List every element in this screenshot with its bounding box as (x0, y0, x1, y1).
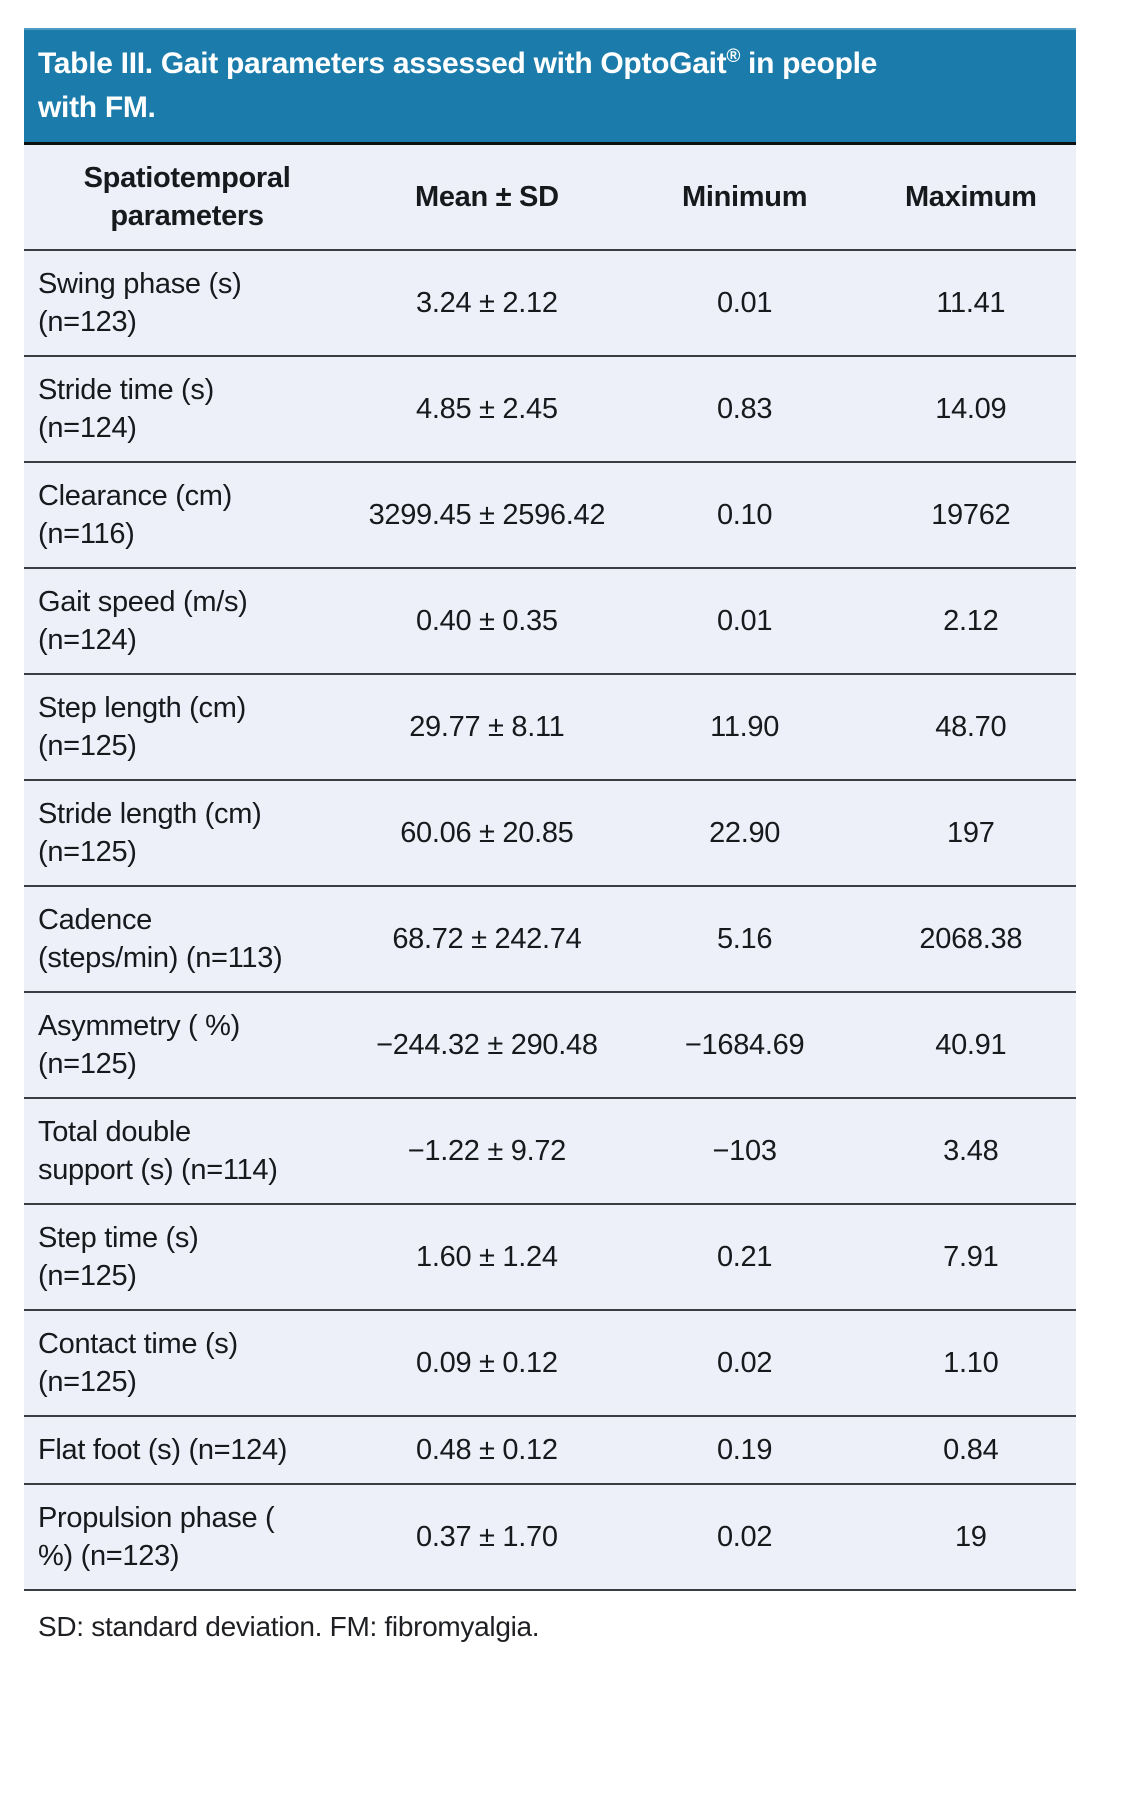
parameter-cell: Contact time (s) (n=125) (24, 1310, 351, 1417)
parameter-cell: Gait speed (m/s) (n=124) (24, 568, 351, 675)
mean-sd-cell: 0.09 ± 0.12 (350, 1310, 624, 1417)
mean-sd-cell: −1.22 ± 9.72 (350, 1098, 624, 1205)
minimum-cell: 0.01 (623, 250, 866, 357)
maximum-cell: 2.12 (865, 568, 1076, 675)
mean-sd-cell: −244.32 ± 290.48 (350, 992, 624, 1099)
table-row: Gait speed (m/s) (n=124) 0.40 ± 0.35 0.01 2… (24, 568, 1076, 675)
parameter-cell: Stride length (cm) (n=125) (24, 780, 351, 887)
table-row: Asymmetry ( %) (n=125) −244.32 ± 290.48 −1… (24, 992, 1076, 1099)
minimum-cell: −103 (623, 1098, 866, 1205)
mean-sd-cell: 0.37 ± 1.70 (350, 1484, 624, 1591)
minimum-cell: 0.02 (623, 1484, 866, 1591)
minimum-cell: 0.01 (623, 568, 866, 675)
mean-sd-cell: 0.40 ± 0.35 (350, 568, 624, 675)
table-title-bar: Table III. Gait parameters assessed with… (24, 28, 1076, 145)
minimum-cell: 0.10 (623, 462, 866, 569)
parameter-cell: Propulsion phase ( %) (n=123) (24, 1484, 351, 1591)
table-row: Step length (cm) (n=125) 29.77 ± 8.11 11.9… (24, 674, 1076, 781)
table-title-suffix: in people with FM. (38, 47, 878, 124)
mean-sd-cell: 1.60 ± 1.24 (350, 1204, 624, 1311)
minimum-cell: −1684.69 (623, 992, 866, 1099)
gait-parameters-table: Spatiotemporal parameters Mean ± SD Mini… (24, 145, 1076, 1591)
table-footnote: SD: standard deviation. FM: fibromyalgia… (38, 1611, 540, 1642)
maximum-cell: 1.10 (865, 1310, 1076, 1417)
maximum-cell: 3.48 (865, 1098, 1076, 1205)
parameter-cell: Swing phase (s) (n=123) (24, 250, 351, 357)
table-body: Swing phase (s) (n=123) 3.24 ± 2.12 0.01 11… (24, 250, 1076, 1591)
maximum-cell: 7.91 (865, 1204, 1076, 1311)
column-header-parameter: Spatiotemporal parameters (24, 145, 351, 251)
maximum-cell: 14.09 (865, 356, 1076, 463)
column-header-maximum: Maximum (865, 145, 1076, 251)
minimum-cell: 11.90 (623, 674, 866, 781)
table-row: Total double support (s) (n=114) −1.22 ± … (24, 1098, 1076, 1205)
minimum-cell: 5.16 (623, 886, 866, 993)
column-header-minimum: Minimum (623, 145, 866, 251)
minimum-cell: 22.90 (623, 780, 866, 887)
parameter-cell: Total double support (s) (n=114) (24, 1098, 351, 1205)
parameter-cell: Step time (s) (n=125) (24, 1204, 351, 1311)
table-row: Flat foot (s) (n=124) 0.48 ± 0.12 0.19 0.84 (24, 1416, 1076, 1485)
parameter-cell: Asymmetry ( %) (n=125) (24, 992, 351, 1099)
mean-sd-cell: 29.77 ± 8.11 (350, 674, 624, 781)
registered-trademark-symbol: ® (726, 46, 741, 67)
mean-sd-cell: 3.24 ± 2.12 (350, 250, 624, 357)
mean-sd-cell: 4.85 ± 2.45 (350, 356, 624, 463)
table-row: Cadence (steps/min) (n=113) 68.72 ± 242.7… (24, 886, 1076, 993)
table-header: Spatiotemporal parameters Mean ± SD Mini… (24, 145, 1076, 251)
minimum-cell: 0.02 (623, 1310, 866, 1417)
mean-sd-cell: 3299.45 ± 2596.42 (350, 462, 624, 569)
maximum-cell: 11.41 (865, 250, 1076, 357)
table-row: Step time (s) (n=125) 1.60 ± 1.24 0.21 7.91 (24, 1204, 1076, 1311)
parameter-cell: Flat foot (s) (n=124) (24, 1416, 351, 1485)
maximum-cell: 197 (865, 780, 1076, 887)
mean-sd-cell: 60.06 ± 20.85 (350, 780, 624, 887)
mean-sd-cell: 0.48 ± 0.12 (350, 1416, 624, 1485)
minimum-cell: 0.19 (623, 1416, 866, 1485)
table-header-row: Spatiotemporal parameters Mean ± SD Mini… (24, 145, 1076, 251)
table-row: Stride time (s) (n=124) 4.85 ± 2.45 0.83 14… (24, 356, 1076, 463)
maximum-cell: 0.84 (865, 1416, 1076, 1485)
maximum-cell: 19762 (865, 462, 1076, 569)
table-row: Stride length (cm) (n=125) 60.06 ± 20.85 2… (24, 780, 1076, 887)
maximum-cell: 2068.38 (865, 886, 1076, 993)
minimum-cell: 0.83 (623, 356, 866, 463)
table-figure: Table III. Gait parameters assessed with… (24, 28, 1076, 1645)
table-row: Clearance (cm) (n=116) 3299.45 ± 2596.42 0… (24, 462, 1076, 569)
parameter-cell: Clearance (cm) (n=116) (24, 462, 351, 569)
table-row: Contact time (s) (n=125) 0.09 ± 0.12 0.02 1… (24, 1310, 1076, 1417)
parameter-cell: Stride time (s) (n=124) (24, 356, 351, 463)
minimum-cell: 0.21 (623, 1204, 866, 1311)
maximum-cell: 48.70 (865, 674, 1076, 781)
table-title-text: Table III. Gait parameters assessed with… (38, 47, 727, 80)
table-row: Propulsion phase ( %) (n=123) 0.37 ± 1.70… (24, 1484, 1076, 1591)
mean-sd-cell: 68.72 ± 242.74 (350, 886, 624, 993)
column-header-mean-sd: Mean ± SD (350, 145, 624, 251)
maximum-cell: 19 (865, 1484, 1076, 1591)
maximum-cell: 40.91 (865, 992, 1076, 1099)
parameter-cell: Step length (cm) (n=125) (24, 674, 351, 781)
parameter-cell: Cadence (steps/min) (n=113) (24, 886, 351, 993)
table-row: Swing phase (s) (n=123) 3.24 ± 2.12 0.01 11… (24, 250, 1076, 357)
table-title: Table III. Gait parameters assessed with… (38, 42, 918, 130)
